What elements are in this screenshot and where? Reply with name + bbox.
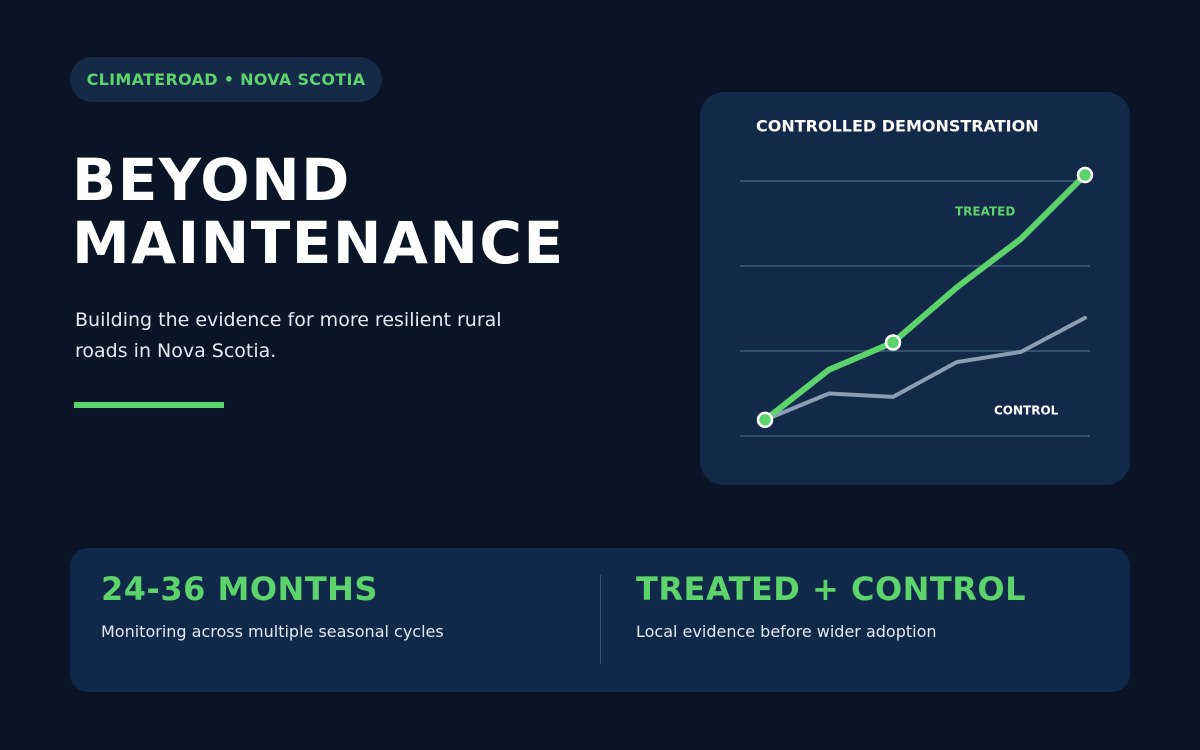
legend-label: TREATED: [955, 205, 1015, 219]
stat-text: Monitoring across multiple seasonal cycl…: [101, 622, 444, 641]
stat-headline: 24-36 MONTHS: [101, 570, 378, 608]
subtitle: Building the evidence for more resilient…: [75, 309, 502, 362]
divider: [600, 575, 601, 664]
title-line: MAINTENANCE: [72, 209, 565, 277]
accent-rule: [74, 402, 224, 408]
chart-title: CONTROLLED DEMONSTRATION: [756, 117, 1039, 136]
badge: CLIMATEROAD • NOVA SCOTIA: [70, 57, 382, 102]
legend-label: CONTROL: [994, 404, 1059, 418]
stat-text: Local evidence before wider adoption: [636, 622, 937, 641]
title-line: BEYOND: [72, 146, 351, 214]
series-line: [762, 172, 1088, 423]
chart-card: CONTROLLED DEMONSTRATION TREATED CONTROL: [700, 92, 1130, 485]
series-line: [763, 315, 1087, 422]
stat-headline: TREATED + CONTROL: [636, 570, 1026, 608]
point-marker: [884, 334, 902, 351]
point-marker: [756, 411, 774, 429]
point-marker: [1076, 166, 1094, 184]
chart: CONTROLLED DEMONSTRATION TREATED CONTROL: [740, 117, 1094, 437]
